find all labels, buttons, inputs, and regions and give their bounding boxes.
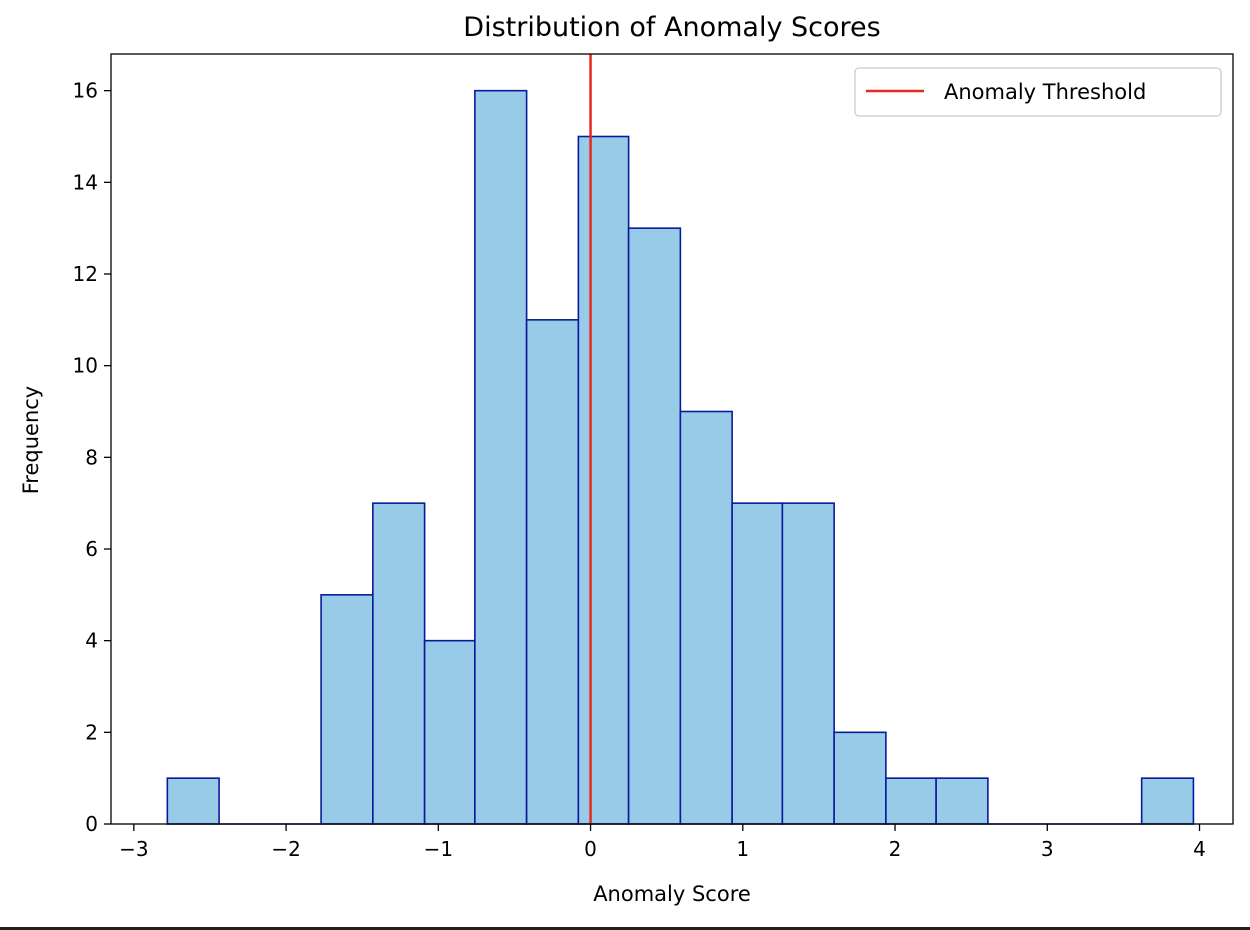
- histogram-bar: [679, 410, 733, 825]
- plot-frame: [110, 53, 1234, 825]
- histogram-bar: [372, 502, 426, 825]
- x-tick-label: 1: [736, 837, 749, 861]
- legend: Anomaly Threshold: [854, 67, 1222, 117]
- histogram-bar: [731, 502, 784, 825]
- y-tick-label: 14: [73, 170, 98, 194]
- x-tick-label: 3: [1041, 837, 1054, 861]
- y-tick-label: 16: [73, 79, 98, 103]
- y-tick-label: 8: [85, 445, 98, 469]
- x-tick-label: −3: [119, 837, 148, 861]
- y-axis-label: Frequency: [19, 386, 43, 495]
- x-tick-label: 2: [889, 837, 902, 861]
- x-tick-label: 4: [1193, 837, 1206, 861]
- histogram-bar: [577, 135, 630, 825]
- histogram-bar: [833, 731, 887, 825]
- x-tick-label: −1: [424, 837, 453, 861]
- x-axis-label: Anomaly Score: [593, 882, 751, 906]
- legend-label-threshold: Anomaly Threshold: [944, 80, 1146, 104]
- bottom-border: [0, 927, 1250, 930]
- histogram-bar: [423, 639, 476, 825]
- y-tick-label: 10: [73, 354, 98, 378]
- legend-box: [854, 67, 1222, 117]
- histogram-bar: [474, 89, 528, 825]
- histogram-bar: [885, 777, 937, 825]
- y-tick-label: 6: [85, 537, 98, 561]
- y-tick-label: 12: [73, 262, 98, 286]
- histogram-bar: [320, 594, 374, 825]
- y-tick-label: 0: [85, 812, 98, 836]
- histogram-bar: [935, 777, 989, 825]
- histogram-bar: [525, 319, 580, 825]
- x-axis: −3 −2 −1 0 1 2 3 4: [119, 824, 1206, 861]
- x-tick-label: 0: [584, 837, 597, 861]
- histogram-bar: [1140, 777, 1195, 825]
- chart-title: Distribution of Anomaly Scores: [463, 12, 880, 43]
- bars-layer: [166, 89, 1195, 825]
- y-tick-label: 2: [85, 720, 98, 744]
- x-tick-label: −2: [271, 837, 300, 861]
- histogram-bar: [781, 502, 835, 825]
- histogram-bar: [627, 227, 682, 825]
- y-axis: 0 2 4 6 8 10 12 14 16: [73, 79, 111, 836]
- y-tick-label: 4: [85, 629, 98, 653]
- histogram-bar: [166, 777, 220, 825]
